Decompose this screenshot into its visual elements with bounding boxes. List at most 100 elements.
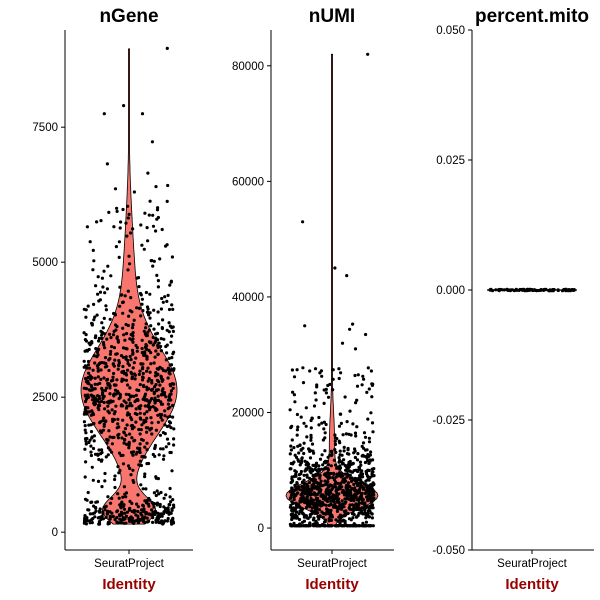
cell-point: [127, 440, 131, 444]
cell-point: [114, 392, 118, 396]
cell-point: [171, 415, 175, 419]
cell-point: [358, 495, 362, 499]
cell-point: [145, 441, 149, 445]
cell-point: [151, 343, 155, 347]
cell-point: [127, 404, 131, 408]
cell-point: [316, 472, 320, 476]
cell-point: [290, 512, 294, 516]
cell-point: [133, 377, 137, 381]
cell-point: [127, 443, 131, 447]
cell-point: [160, 367, 164, 371]
cell-point: [125, 423, 129, 427]
cell-point: [107, 429, 111, 433]
cell-point: [87, 371, 91, 375]
cell-point: [140, 302, 144, 306]
cell-point: [329, 512, 333, 516]
cell-point: [121, 418, 125, 422]
cell-point: [355, 504, 359, 509]
cell-point: [354, 434, 358, 438]
cell-point: [148, 316, 152, 320]
cell-point: [355, 492, 359, 496]
cell-point: [125, 234, 129, 238]
cell-point: [159, 415, 163, 419]
cell-point: [88, 512, 92, 516]
cell-point: [169, 384, 173, 388]
cell-point: [83, 516, 87, 520]
cell-point: [343, 497, 347, 501]
cell-point: [131, 340, 135, 344]
cell-point: [91, 446, 96, 451]
cell-point: [308, 456, 313, 460]
cell-point: [120, 500, 124, 504]
cell-point: [293, 483, 297, 487]
cell-point: [123, 338, 127, 342]
cell-point: [96, 375, 100, 379]
cell-point: [332, 497, 336, 501]
cell-point: [291, 506, 296, 510]
cell-point: [312, 404, 317, 408]
cell-point: [370, 382, 374, 386]
cell-point: [109, 336, 113, 340]
cell-point: [317, 464, 321, 468]
cell-point: [159, 344, 163, 349]
cell-point: [131, 468, 135, 472]
cell-point: [161, 457, 166, 461]
cell-point: [100, 448, 104, 452]
cell-point: [124, 433, 128, 437]
cell-point: [134, 452, 138, 456]
cell-point: [127, 519, 132, 523]
cell-point: [92, 394, 96, 399]
cell-point: [341, 518, 346, 522]
cell-point: [352, 482, 356, 486]
cell-point: [356, 524, 360, 528]
cell-point: [360, 469, 364, 473]
cell-point: [140, 517, 144, 521]
cell-point: [165, 199, 169, 203]
x-tick-label-ngene: SeuratProject: [94, 558, 164, 570]
cell-point: [109, 274, 113, 278]
cell-point: [121, 300, 125, 305]
cell-point: [157, 520, 161, 525]
cell-point: [112, 311, 116, 316]
outlier-point: [333, 266, 337, 270]
cell-point: [153, 355, 157, 359]
cell-point: [343, 472, 347, 476]
cell-point: [84, 431, 88, 435]
cell-point: [117, 255, 121, 259]
cell-point: [148, 199, 152, 203]
cell-point: [296, 425, 300, 429]
cell-point: [322, 420, 326, 424]
cell-point: [157, 453, 161, 457]
cell-point: [367, 436, 371, 440]
cell-point: [532, 288, 537, 292]
cell-point: [139, 314, 143, 318]
cell-point: [165, 243, 169, 247]
cell-point: [329, 518, 333, 523]
cell-point: [164, 344, 168, 349]
cell-point: [370, 516, 374, 520]
cell-point: [300, 484, 305, 488]
cell-point: [349, 494, 353, 498]
cell-point: [88, 366, 92, 370]
cell-point: [115, 206, 119, 210]
cell-point: [141, 309, 145, 313]
cell-point: [342, 458, 346, 462]
cell-point: [321, 515, 325, 519]
cell-point: [341, 462, 345, 466]
cell-point: [130, 332, 134, 336]
cell-point: [92, 439, 96, 443]
cell-point: [96, 479, 101, 483]
cell-point: [126, 464, 131, 468]
cell-point: [307, 447, 311, 451]
cell-point: [160, 514, 164, 518]
cell-point: [142, 329, 146, 333]
cell-point: [362, 482, 366, 486]
cell-point: [121, 326, 125, 330]
cell-point: [170, 522, 174, 526]
cell-point: [123, 294, 127, 298]
cell-point: [103, 479, 107, 483]
cell-point: [149, 416, 153, 420]
cell-point: [119, 293, 123, 297]
cell-point: [170, 303, 174, 307]
cell-point: [156, 206, 160, 210]
